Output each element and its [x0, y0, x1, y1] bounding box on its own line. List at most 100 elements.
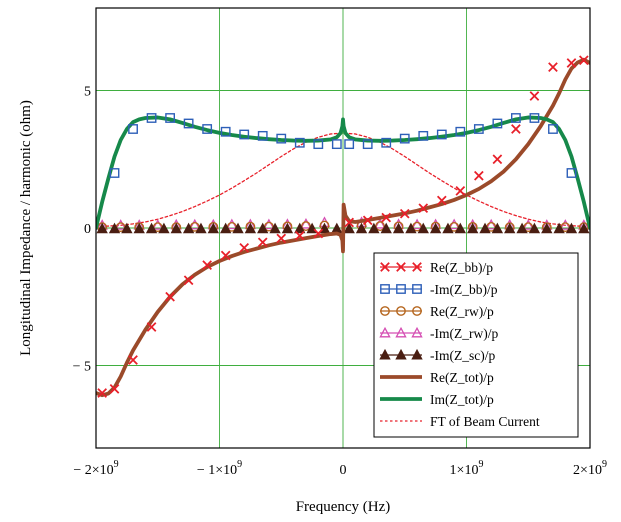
- data-point-filled-triangle: [380, 222, 392, 234]
- data-point-triangle: [448, 218, 460, 230]
- data-point-x: [109, 384, 120, 394]
- data-point-filled-triangle: [158, 222, 170, 234]
- data-point-square: [396, 284, 406, 294]
- data-point-triangle: [559, 219, 571, 230]
- data-point-triangle: [152, 219, 164, 230]
- series-5: [96, 57, 590, 398]
- legend-label: Re(Z_tot)/p: [430, 370, 494, 385]
- x-tick-exponent: 9: [602, 459, 607, 470]
- data-point-triangle: [226, 218, 238, 230]
- series-group: [96, 55, 590, 398]
- data-point-x: [529, 91, 540, 101]
- legend-item: -Im(Z_sc)/p: [379, 348, 495, 363]
- data-point-filled-triangle: [269, 222, 281, 234]
- data-point-circle: [375, 221, 385, 231]
- data-point-filled-triangle: [578, 222, 590, 234]
- data-point-x: [344, 217, 355, 228]
- data-point-x: [492, 154, 503, 165]
- data-point-x: [294, 230, 305, 241]
- legend-box: [373, 252, 579, 438]
- data-point-filled-triangle: [244, 222, 257, 234]
- data-point-filled-triangle: [207, 222, 220, 234]
- y-tick-label: 0: [84, 222, 91, 237]
- data-point-x: [128, 355, 138, 365]
- data-point-square: [381, 137, 392, 148]
- legend: Re(Z_bb)/p -Im(Z_bb)/p Re(Z_rw)/p -Im(Z_rw)…: [373, 252, 579, 438]
- data-point-filled-triangle: [516, 222, 528, 234]
- x-tick-exponent: 9: [114, 459, 119, 470]
- data-point-x: [165, 291, 175, 302]
- data-point-x: [276, 233, 287, 244]
- data-point-triangle: [395, 326, 407, 338]
- data-point-x: [146, 322, 157, 332]
- data-point-triangle: [411, 326, 423, 338]
- legend-item: Re(Z_rw)/p: [380, 304, 494, 319]
- data-point-triangle: [522, 219, 534, 230]
- x-tick-label: 2×109: [573, 459, 607, 478]
- data-point-x: [183, 275, 194, 286]
- legend-item: -Im(Z_rw)/p: [379, 326, 498, 341]
- data-point-x: [578, 55, 589, 66]
- data-point-square: [473, 124, 484, 134]
- data-point-filled-triangle: [257, 222, 269, 234]
- data-point-square: [566, 168, 577, 178]
- data-point-filled-triangle: [170, 222, 182, 234]
- data-point-square: [418, 130, 429, 141]
- data-point-filled-triangle: [195, 222, 207, 234]
- data-point-square: [529, 113, 540, 123]
- legend-item: Re(Z_tot)/p: [380, 370, 494, 385]
- data-point-square: [109, 168, 120, 178]
- data-point-triangle: [374, 217, 386, 229]
- data-point-x: [313, 228, 324, 239]
- tick-labels: − 2×109 − 1×109 0 1×109 2×109 5 0 − 5: [73, 85, 607, 479]
- legend-label: Im(Z_tot)/p: [430, 392, 494, 407]
- legend-label: Re(Z_bb)/p: [430, 260, 493, 275]
- data-point-filled-triangle: [454, 222, 467, 234]
- data-point-filled-triangle: [479, 222, 491, 234]
- data-point-circle: [380, 306, 390, 316]
- x-tick-exponent: 9: [478, 459, 483, 470]
- data-point-square: [436, 129, 447, 140]
- data-point-triangle: [411, 218, 423, 230]
- data-point-x: [220, 250, 231, 261]
- data-point-filled-triangle: [528, 222, 541, 234]
- data-point-square: [313, 139, 324, 150]
- x-tick-label: 1×109: [450, 459, 484, 478]
- data-point-filled-triangle: [565, 222, 578, 234]
- data-point-filled-triangle: [504, 222, 516, 234]
- series-line: [96, 57, 590, 398]
- data-point-filled-triangle: [121, 222, 133, 234]
- plot-frame: [95, 7, 591, 449]
- data-point-filled-triangle: [343, 222, 355, 234]
- data-point-x: [412, 262, 422, 272]
- data-point-x: [202, 260, 212, 270]
- data-point-filled-triangle: [429, 222, 442, 234]
- legend-label: FT of Beam Current: [430, 414, 540, 429]
- data-point-x: [97, 388, 108, 398]
- data-point-filled-triangle: [145, 222, 158, 234]
- legend-label: -Im(Z_rw)/p: [430, 326, 498, 341]
- data-point-triangle: [300, 217, 312, 229]
- data-point-square: [548, 124, 558, 134]
- data-point-square: [220, 126, 231, 137]
- legend-item: FT of Beam Current: [380, 414, 540, 429]
- legend-item: -Im(Z_bb)/p: [380, 282, 498, 297]
- data-point-x: [566, 58, 577, 68]
- data-point-filled-triangle: [294, 222, 306, 234]
- data-point-x: [511, 124, 521, 134]
- data-point-square: [257, 130, 268, 141]
- y-tick-label: 5: [84, 85, 91, 100]
- data-point-x: [381, 212, 392, 223]
- data-point-square: [412, 284, 422, 294]
- data-point-square: [239, 129, 250, 140]
- series-0: [97, 55, 589, 398]
- data-point-x: [239, 242, 250, 253]
- data-point-x: [380, 262, 390, 272]
- data-point-triangle: [485, 218, 497, 230]
- data-point-circle: [396, 306, 406, 316]
- data-point-square: [276, 133, 287, 144]
- data-point-filled-triangle: [395, 348, 407, 360]
- x-tick-label: − 2×109: [73, 459, 118, 478]
- data-point-circle: [301, 221, 311, 231]
- data-point-square: [399, 133, 410, 144]
